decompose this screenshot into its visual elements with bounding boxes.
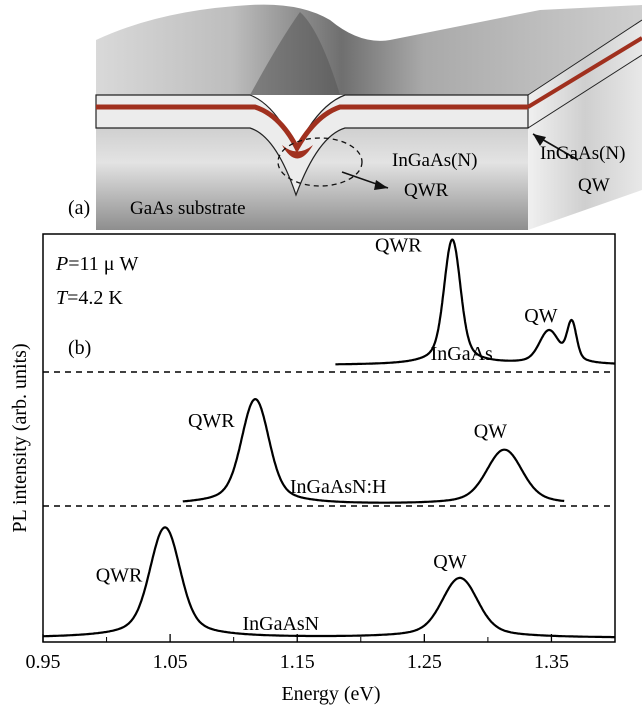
- x-tick-label: 0.95: [26, 651, 61, 673]
- panel-b-chart: 0.95 1.05 1.15 1.25 1.35 InGaAs QWR QW InGaAsN:…: [9, 233, 616, 705]
- x-tick-label: 1.05: [153, 651, 188, 673]
- qw-material-label: InGaAs(N): [540, 143, 625, 164]
- peak-label: QWR: [375, 235, 422, 257]
- spectrum-ingaasn-h: [182, 397, 565, 504]
- peak-label: QW: [524, 305, 557, 327]
- panel-a-label: (a): [68, 197, 90, 219]
- block-front-face: [96, 95, 528, 230]
- x-tick-label: 1.25: [407, 651, 442, 673]
- x-tick-label: 1.15: [280, 651, 315, 673]
- series-name-label: InGaAs: [431, 343, 493, 365]
- block-side-face: [528, 20, 642, 230]
- qwr-material-label: InGaAs(N): [392, 150, 477, 171]
- temperature-value: =4.2 K: [67, 287, 123, 309]
- spectrum-ingaas: [335, 238, 615, 366]
- qw-arrow-head: [533, 134, 546, 146]
- well-layer: [96, 104, 528, 154]
- qw-type-label: QW: [578, 175, 610, 196]
- block-top-surface: [96, 4, 642, 96]
- x-axis-ticks: 0.95 1.05 1.15 1.25 1.35: [26, 634, 569, 673]
- power-condition: P=11 μ W: [55, 253, 138, 275]
- spectra: [43, 238, 615, 639]
- qwr-crescent: [282, 145, 313, 159]
- x-axis-label: Energy (eV): [281, 683, 380, 705]
- plot-frame: [42, 233, 616, 643]
- qwr-highlight-ellipse: [277, 137, 363, 187]
- power-value: =11 μ W: [68, 253, 138, 275]
- temperature-condition: T=4.2 K: [56, 287, 123, 309]
- x-tick-label: 1.35: [534, 651, 569, 673]
- temperature-symbol: T: [56, 287, 69, 309]
- peak-annotations: InGaAs QWR QW InGaAsN:H QWR QW InGaAsN QWR QW: [96, 235, 558, 635]
- qwr-type-label: QWR: [404, 180, 449, 201]
- peak-label: QW: [474, 421, 507, 443]
- peak-label: QWR: [188, 410, 235, 432]
- series-name-label: InGaAsN:H: [290, 476, 387, 498]
- panel-a-schematic: (a) GaAs substrate InGaAs(N) QWR InGaAs(…: [68, 4, 642, 230]
- substrate-label: GaAs substrate: [130, 198, 246, 219]
- qwr-arrow-head: [374, 180, 388, 190]
- panel-b-label: (b): [68, 337, 91, 359]
- spectrum-separators: [43, 371, 615, 507]
- series-name-label: InGaAsN: [242, 613, 319, 635]
- qw-side-lines: [527, 19, 642, 129]
- y-axis-label: PL intensity (arb. units): [9, 343, 31, 532]
- spectrum-ingaasn: [43, 526, 615, 639]
- peak-label: QW: [433, 551, 466, 573]
- groove-shadow: [250, 12, 340, 95]
- peak-label: QWR: [96, 564, 143, 586]
- qw-side-well: [526, 36, 642, 109]
- power-symbol: P: [55, 253, 68, 275]
